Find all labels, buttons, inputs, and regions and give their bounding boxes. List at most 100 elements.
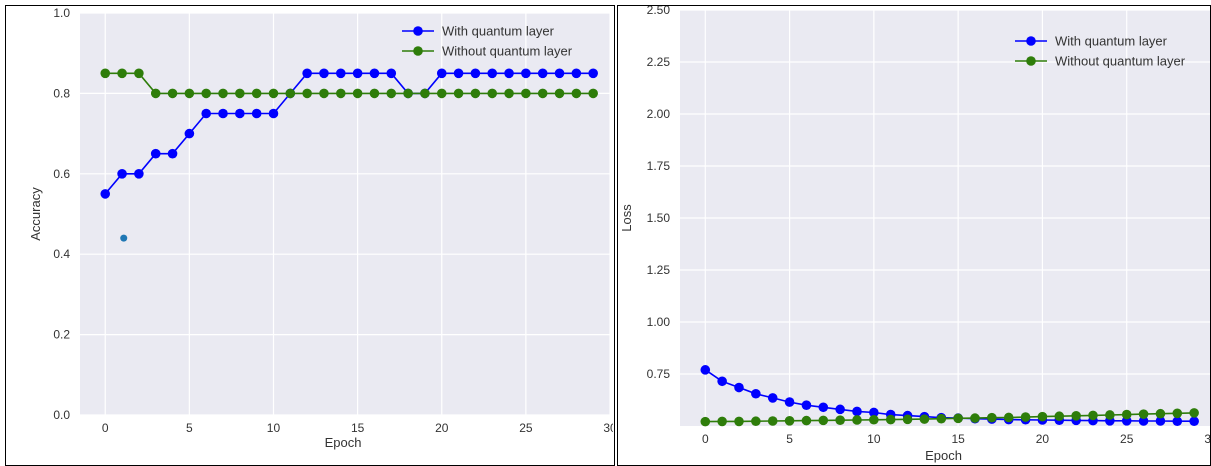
data-point — [319, 68, 329, 79]
legend: With quantum layer Without quantum layer — [1015, 34, 1186, 69]
grid — [80, 12, 611, 416]
data-point — [352, 88, 363, 99]
plot-area — [80, 13, 610, 415]
grid — [680, 9, 1211, 426]
data-point — [734, 416, 744, 427]
y-tick-label: 1.75 — [647, 159, 671, 173]
data-point — [150, 148, 161, 159]
legend-label: Without quantum layer — [1055, 54, 1186, 69]
x-tick-label: 30 — [1204, 432, 1211, 446]
loss-chart: 0 5 10 15 20 25 30 0.75 1.00 1.25 1.50 1.75 2.00 2.25… — [619, 3, 1211, 463]
data-point — [487, 68, 498, 79]
data-point — [919, 414, 930, 424]
left-panel-border — [5, 5, 615, 466]
data-point — [869, 414, 879, 425]
data-point — [936, 413, 947, 424]
data-point — [251, 88, 262, 99]
data-point — [554, 68, 565, 79]
data-point — [902, 414, 913, 425]
legend-label: Without quantum layer — [442, 44, 573, 59]
x-tick-label: 5 — [786, 432, 793, 446]
data-point — [717, 376, 727, 387]
data-point — [235, 88, 245, 99]
y-tick-label: 1.25 — [647, 263, 671, 277]
data-point — [1189, 416, 1199, 427]
tick-labels: 0 5 10 15 20 25 30 0.0 0.2 0.4 0.6 0.8 1.0 — [53, 6, 613, 435]
legend-marker — [1026, 36, 1036, 46]
x-tick-label: 5 — [186, 421, 193, 435]
legend-label: With quantum layer — [442, 24, 555, 39]
data-point — [302, 88, 312, 99]
data-point — [117, 169, 127, 179]
x-axis-label: Epoch — [925, 448, 962, 463]
data-point — [251, 108, 262, 119]
data-point — [436, 68, 447, 79]
y-tick-label: 0.0 — [53, 408, 70, 422]
data-point — [1003, 412, 1014, 423]
data-point — [1037, 411, 1048, 422]
y-tick-label: 0.4 — [53, 247, 70, 261]
stray-point — [120, 234, 128, 242]
data-point — [588, 88, 598, 99]
x-tick-label: 0 — [702, 432, 709, 446]
data-point — [184, 128, 195, 139]
data-point — [453, 68, 464, 79]
data-point — [184, 88, 195, 99]
y-tick-label: 2.00 — [647, 107, 671, 121]
data-point — [521, 68, 531, 79]
x-tick-label: 0 — [102, 421, 109, 435]
data-point — [835, 415, 845, 425]
data-point — [470, 68, 481, 79]
y-axis-label: Accuracy — [28, 187, 43, 241]
x-tick-label: 25 — [519, 421, 533, 435]
data-point — [818, 415, 829, 426]
data-point — [1189, 408, 1199, 418]
legend: With quantum layer Without quantum layer — [402, 24, 573, 59]
data-point — [218, 88, 228, 99]
x-tick-label: 15 — [351, 421, 365, 435]
legend-label: With quantum layer — [1055, 34, 1168, 49]
series-without-quantum-layer — [700, 408, 1199, 427]
x-tick-label: 25 — [1120, 432, 1134, 446]
legend-item: With quantum layer — [402, 24, 555, 39]
data-point — [420, 88, 430, 99]
data-point — [700, 365, 711, 375]
data-point — [235, 108, 245, 119]
y-tick-label: 0.75 — [647, 367, 671, 381]
data-point — [369, 68, 380, 79]
x-tick-label: 15 — [951, 432, 965, 446]
data-point — [717, 416, 727, 427]
legend-item: Without quantum layer — [1015, 54, 1186, 69]
data-point — [818, 402, 829, 413]
accuracy-chart: 0 5 10 15 20 25 30 0.0 0.2 0.4 0.6 0.8 1.0 Epoch Accur… — [28, 6, 613, 450]
data-point — [285, 88, 296, 99]
data-point — [835, 404, 845, 415]
x-tick-label: 20 — [435, 421, 449, 435]
data-point — [700, 416, 711, 427]
legend-item: With quantum layer — [1015, 34, 1168, 49]
y-tick-label: 1.00 — [647, 315, 671, 329]
tick-labels: 0 5 10 15 20 25 30 0.75 1.00 1.25 1.50 1.75 2.00 2.25… — [647, 3, 1211, 446]
y-axis-label: Loss — [619, 204, 634, 232]
legend-item: Without quantum layer — [402, 44, 573, 59]
data-point — [167, 148, 178, 159]
y-tick-label: 0.8 — [53, 86, 70, 100]
data-point — [453, 88, 464, 99]
x-tick-label: 30 — [603, 421, 613, 435]
y-tick-label: 2.25 — [647, 55, 671, 69]
data-point — [521, 88, 531, 99]
data-point — [784, 416, 795, 426]
y-tick-label: 1.0 — [53, 6, 70, 20]
data-point — [554, 88, 565, 99]
data-point — [504, 68, 514, 79]
data-point — [386, 68, 397, 79]
data-point — [352, 68, 363, 79]
data-point — [268, 108, 279, 119]
data-point — [588, 68, 598, 79]
data-point — [1138, 416, 1149, 426]
data-point — [268, 88, 279, 99]
data-point — [167, 88, 178, 99]
data-point — [734, 382, 744, 393]
data-point — [1138, 409, 1149, 419]
